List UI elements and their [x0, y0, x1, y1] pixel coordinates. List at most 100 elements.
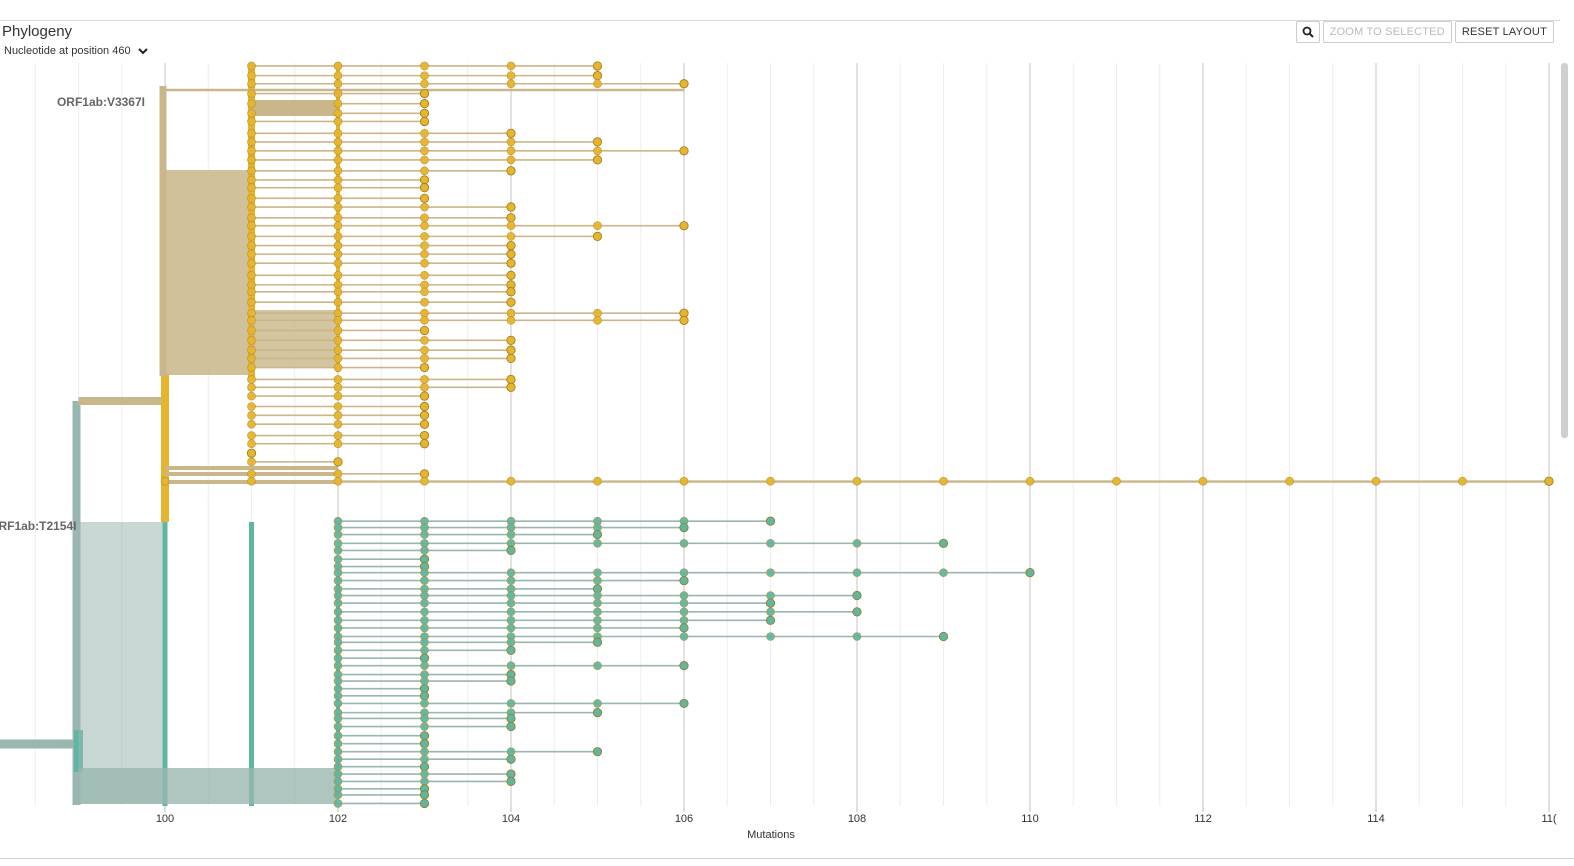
color-by-dropdown[interactable]: Nucleotide at position 460 [4, 45, 149, 57]
tip-node[interactable] [679, 79, 689, 89]
internal-node [766, 568, 775, 577]
tip-node[interactable] [419, 430, 430, 441]
tip-node[interactable] [419, 653, 430, 663]
tip-node[interactable] [506, 545, 516, 556]
tip-node[interactable] [938, 538, 949, 548]
tip-node[interactable] [419, 116, 430, 127]
internal-node [333, 202, 343, 212]
tip-node[interactable] [852, 590, 862, 601]
tip-node[interactable] [419, 419, 430, 429]
tip-node[interactable] [506, 258, 516, 268]
tip-node[interactable] [506, 345, 516, 355]
tip-node[interactable] [506, 166, 516, 176]
tip-node[interactable] [506, 374, 516, 385]
tip-node[interactable] [679, 698, 689, 709]
tip-node[interactable] [592, 637, 603, 647]
tip-node[interactable] [506, 353, 516, 364]
tip-node[interactable] [419, 108, 430, 118]
tip-node[interactable] [852, 607, 862, 617]
tip-node[interactable] [506, 754, 516, 764]
tip-node[interactable] [246, 448, 257, 458]
tip-node[interactable] [592, 155, 603, 165]
internal-node [333, 646, 343, 655]
branch-label: ORF1ab:T2154I [0, 519, 77, 533]
tip-node[interactable] [506, 202, 516, 212]
internal-node [506, 79, 516, 89]
tip-node[interactable] [419, 739, 430, 749]
tip-node[interactable] [419, 410, 430, 420]
vertical-scrollbar[interactable] [1561, 63, 1568, 438]
tip-node[interactable] [333, 457, 343, 467]
tip-node[interactable] [938, 631, 949, 642]
internal-node [420, 345, 429, 355]
tip-node[interactable] [592, 61, 603, 71]
tip-node[interactable] [419, 325, 430, 336]
internal-node [593, 539, 602, 548]
tip-node[interactable] [419, 183, 430, 193]
tip-node[interactable] [679, 522, 689, 533]
tip-node[interactable] [506, 287, 516, 297]
internal-node [247, 287, 256, 297]
zoom-button[interactable] [1295, 21, 1320, 43]
tip-node[interactable] [419, 88, 430, 99]
tip-node[interactable] [419, 391, 430, 401]
tip-node[interactable] [679, 575, 689, 586]
tip-node[interactable] [419, 99, 430, 109]
tip-node[interactable] [506, 721, 516, 732]
tip-node[interactable] [506, 676, 516, 686]
internal-node [766, 539, 775, 548]
internal-node [333, 546, 343, 555]
internal-node [420, 79, 429, 89]
internal-node [420, 637, 429, 647]
tip-node[interactable] [419, 691, 430, 701]
tip-node[interactable] [506, 270, 516, 280]
internal-node [247, 297, 256, 307]
tip-node[interactable] [419, 731, 430, 741]
tip-node[interactable] [592, 137, 603, 147]
tip-node[interactable] [419, 175, 430, 185]
tip-node[interactable] [419, 798, 430, 809]
tick-label: 108 [848, 813, 866, 825]
tip-node[interactable] [506, 249, 516, 259]
tip-node[interactable] [506, 382, 516, 392]
tip-node[interactable] [506, 128, 516, 138]
internal-node [247, 391, 256, 401]
tip-node[interactable] [419, 762, 430, 772]
tip-node[interactable] [419, 193, 430, 203]
tip-node[interactable] [592, 529, 603, 540]
tip-node[interactable] [1025, 568, 1035, 578]
internal-node [333, 232, 343, 241]
tip-node[interactable] [592, 747, 603, 757]
tip-node[interactable] [506, 213, 516, 223]
tip-node[interactable] [419, 790, 430, 800]
tip-node[interactable] [1544, 476, 1554, 486]
tip-node[interactable] [592, 71, 603, 81]
tip-node[interactable] [679, 315, 689, 325]
tip-node[interactable] [592, 231, 603, 241]
tip-node[interactable] [506, 297, 516, 307]
internal-node [247, 183, 256, 192]
tip-node[interactable] [679, 221, 689, 231]
tip-node[interactable] [419, 401, 430, 412]
tip-node[interactable] [592, 708, 603, 718]
tip-node[interactable] [419, 469, 430, 479]
tip-node[interactable] [765, 615, 776, 625]
tip-node[interactable] [679, 146, 689, 156]
internal-node [333, 183, 343, 192]
reset-layout-button[interactable]: RESET LAYOUT [1454, 21, 1554, 43]
tip-node[interactable] [506, 335, 516, 345]
tip-node[interactable] [506, 240, 516, 251]
tip-node[interactable] [679, 623, 689, 633]
tip-node[interactable] [419, 362, 430, 373]
tip-node[interactable] [506, 645, 516, 655]
internal-node [247, 382, 256, 392]
tip-node[interactable] [679, 661, 689, 671]
tip-node[interactable] [506, 776, 516, 786]
zoom-to-selected-button[interactable]: ZOOM TO SELECTED [1322, 21, 1452, 43]
tip-node[interactable] [419, 439, 430, 449]
tip-node[interactable] [765, 598, 776, 608]
internal-node [247, 469, 256, 479]
tip-node[interactable] [765, 516, 776, 526]
tip-node[interactable] [506, 713, 516, 724]
